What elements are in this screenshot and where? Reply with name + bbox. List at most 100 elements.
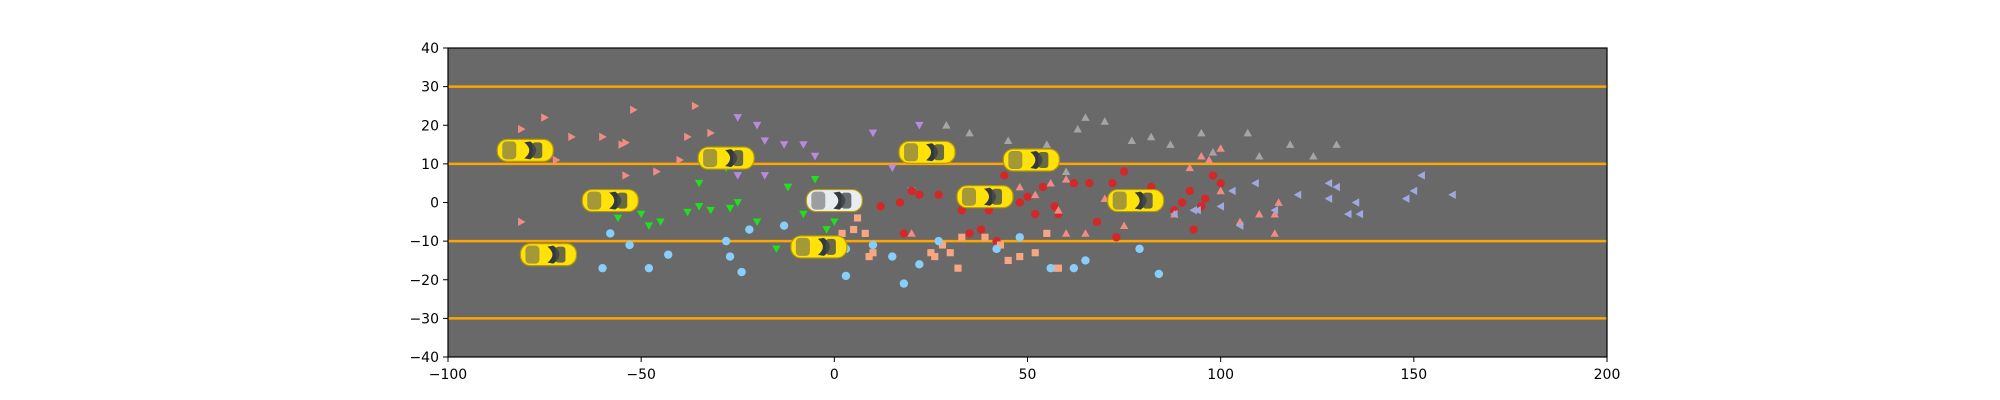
data-point xyxy=(1119,221,1129,230)
data-point xyxy=(721,236,731,246)
data-point xyxy=(1208,148,1218,156)
plot-background xyxy=(448,48,1607,357)
data-point xyxy=(725,252,735,261)
data-point xyxy=(518,217,526,227)
data-point xyxy=(1092,217,1102,227)
data-point xyxy=(1050,202,1059,211)
data-point xyxy=(838,229,846,237)
data-point xyxy=(899,279,909,288)
data-point xyxy=(1255,209,1264,218)
data-point xyxy=(868,129,878,138)
data-point xyxy=(1119,167,1129,176)
data-point xyxy=(1324,178,1333,188)
x-tick-label: 0 xyxy=(830,367,839,383)
data-point xyxy=(895,198,905,207)
data-point xyxy=(992,244,1001,254)
data-point xyxy=(568,132,576,142)
data-point xyxy=(1031,209,1040,219)
y-tick-label: −10 xyxy=(409,234,439,250)
data-point xyxy=(1085,178,1094,188)
data-point xyxy=(1023,192,1032,201)
data-point xyxy=(1015,233,1024,242)
data-point xyxy=(915,260,924,269)
data-point xyxy=(760,137,769,145)
vehicle-hood-shade xyxy=(825,238,836,255)
data-point xyxy=(868,240,878,250)
x-tick-label: −100 xyxy=(429,367,467,383)
data-point xyxy=(1135,244,1144,254)
data-point xyxy=(1069,178,1079,188)
data-point xyxy=(683,208,692,217)
data-point xyxy=(622,171,630,180)
data-point xyxy=(799,141,808,149)
data-point xyxy=(1061,229,1071,237)
data-point xyxy=(830,218,839,227)
data-point xyxy=(1004,256,1012,265)
x-axis: −100 −50 0 50 100 150 200 xyxy=(429,357,1620,383)
data-point xyxy=(1189,206,1197,215)
data-point xyxy=(1235,221,1244,230)
vehicle-rear-window xyxy=(1008,151,1023,170)
data-point xyxy=(850,225,858,234)
y-tick-label: −30 xyxy=(409,311,439,327)
data-point xyxy=(965,229,974,238)
data-point xyxy=(1003,136,1013,145)
data-point xyxy=(630,105,638,114)
x-tick-label: −50 xyxy=(626,367,656,383)
data-point xyxy=(1069,263,1079,273)
y-tick-label: 40 xyxy=(421,41,439,57)
data-point xyxy=(954,264,962,272)
data-point xyxy=(1204,155,1214,164)
vehicle-rear-window xyxy=(811,191,826,210)
data-point xyxy=(1197,128,1206,137)
data-point xyxy=(653,167,661,176)
x-tick-label: 50 xyxy=(1019,367,1037,383)
data-point xyxy=(752,218,762,227)
data-point xyxy=(888,252,897,261)
vehicle xyxy=(790,235,848,259)
vehicle-hood-shade xyxy=(1038,152,1049,169)
data-point xyxy=(1000,171,1009,180)
y-tick-label: 10 xyxy=(421,157,439,173)
y-axis: −40 −30 −20 −10 0 10 20 30 40 xyxy=(409,41,448,366)
data-point xyxy=(1286,140,1295,148)
vehicle-rear-window xyxy=(1112,191,1127,210)
data-point xyxy=(1081,256,1090,265)
data-point xyxy=(552,155,561,165)
plot-area xyxy=(447,47,1608,358)
vehicle xyxy=(496,138,554,162)
data-point xyxy=(1043,229,1051,237)
data-point xyxy=(1270,229,1279,237)
vehicle xyxy=(581,188,639,213)
vehicle-rear-window xyxy=(502,141,517,160)
data-point xyxy=(931,253,939,261)
data-point xyxy=(927,249,935,257)
data-point xyxy=(1355,209,1364,219)
data-point xyxy=(1332,182,1340,192)
data-point xyxy=(1351,198,1360,207)
y-tick-label: −40 xyxy=(409,350,439,366)
data-point xyxy=(1448,190,1456,199)
data-point xyxy=(1197,151,1206,160)
data-point xyxy=(1208,171,1218,180)
data-point xyxy=(1216,202,1225,211)
data-point xyxy=(981,233,989,241)
data-point xyxy=(934,190,943,199)
vehicle-hood-shade xyxy=(992,188,1003,205)
data-point xyxy=(606,229,615,238)
data-point xyxy=(876,202,885,211)
data-point xyxy=(1112,233,1121,242)
data-point xyxy=(1417,171,1425,180)
data-point xyxy=(760,172,769,180)
data-point xyxy=(1046,263,1055,273)
data-point xyxy=(1073,124,1082,133)
data-point xyxy=(1016,253,1024,261)
data-point xyxy=(1127,136,1137,145)
data-point xyxy=(938,241,947,249)
data-point xyxy=(1228,186,1236,196)
data-point xyxy=(942,121,951,129)
y-tick-label: 20 xyxy=(421,118,439,134)
data-point xyxy=(1401,194,1410,203)
data-point xyxy=(996,241,1005,249)
